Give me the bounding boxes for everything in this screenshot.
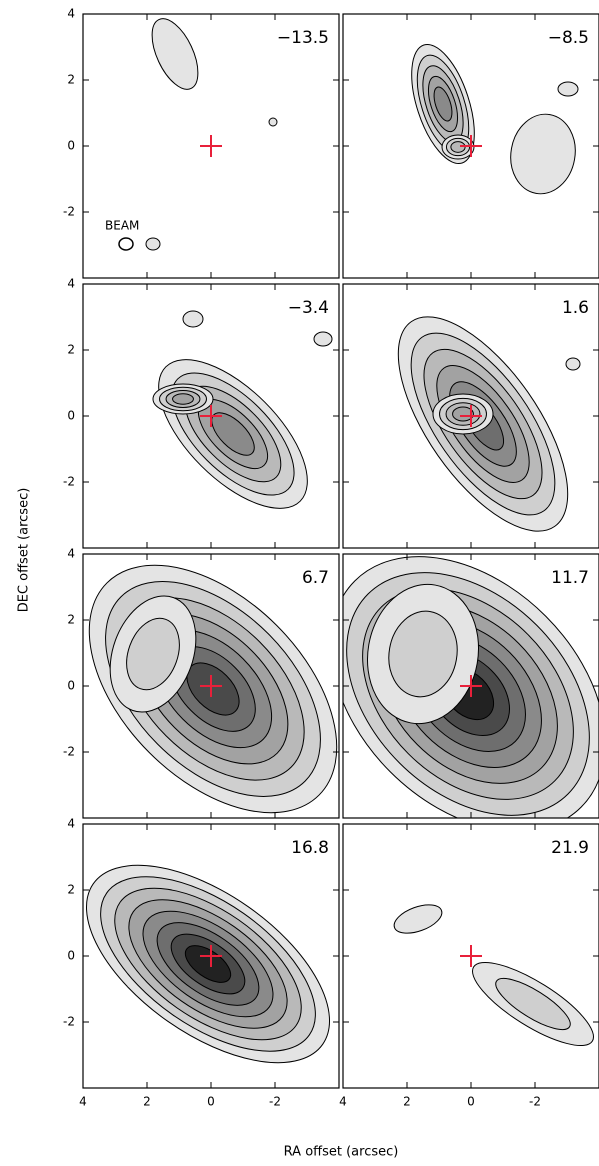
panel: 1.6	[342, 283, 599, 549]
contour	[452, 406, 474, 422]
y-tick-label: -2	[63, 1015, 75, 1029]
contour	[433, 86, 453, 122]
panel-label: 6.7	[302, 568, 329, 588]
y-tick-label: 4	[67, 7, 75, 21]
contours	[85, 864, 331, 1064]
contour	[388, 610, 458, 698]
y-tick-label: 2	[67, 73, 75, 87]
x-tick-label: -2	[529, 1095, 541, 1109]
panel: 4 2 0 -2 21.9	[339, 823, 599, 1109]
y-tick-label: 0	[67, 949, 75, 963]
x-tick-label: 4	[339, 1095, 347, 1109]
y-tick-label: 2	[67, 613, 75, 627]
beam	[118, 237, 134, 251]
x-tick-label: 2	[143, 1095, 151, 1109]
contour	[151, 18, 199, 90]
panel-label: 16.8	[291, 838, 329, 858]
contour	[313, 331, 333, 347]
panel: 4 2 0 -2 6.7	[63, 547, 340, 819]
contour	[495, 977, 571, 1031]
contour	[557, 81, 579, 97]
x-tick-label: 0	[207, 1095, 215, 1109]
y-tick-label: 4	[67, 277, 75, 291]
contours	[343, 556, 599, 818]
contour	[510, 113, 576, 195]
x-tick-label: 4	[79, 1095, 87, 1109]
annotation: BEAM	[105, 219, 139, 233]
panel-label: 1.6	[562, 298, 589, 318]
contour	[182, 310, 204, 328]
panel-label: 21.9	[551, 838, 589, 858]
panel: 4 2 0 -2 4 2 0 -2 16.8	[63, 817, 340, 1109]
y-axis-title: DEC offset (arcsec)	[17, 488, 32, 613]
contour	[145, 237, 161, 251]
panel-label: 11.7	[551, 568, 589, 588]
contours	[411, 43, 579, 195]
contours	[145, 18, 278, 251]
y-tick-label: 2	[67, 343, 75, 357]
panel-label: −3.4	[288, 298, 329, 318]
contour	[565, 357, 581, 371]
panel: 11.7	[342, 553, 599, 819]
x-axis-title: RA offset (arcsec)	[284, 1145, 399, 1160]
y-tick-label: -2	[63, 745, 75, 759]
y-tick-label: 0	[67, 139, 75, 153]
y-tick-label: 0	[67, 409, 75, 423]
y-tick-label: 2	[67, 883, 75, 897]
panel: −8.5	[342, 13, 599, 279]
y-tick-label: -2	[63, 475, 75, 489]
contour	[211, 412, 255, 456]
contour	[184, 945, 232, 983]
contours	[397, 316, 581, 532]
panel: 4 2 0 -2 −3.4	[63, 277, 340, 549]
contour	[393, 904, 443, 934]
y-tick-label: 4	[67, 547, 75, 561]
panel-label: −8.5	[548, 28, 589, 48]
contours	[152, 310, 333, 509]
y-tick-label: -2	[63, 205, 75, 219]
y-tick-label: 0	[67, 679, 75, 693]
contours	[393, 904, 594, 1047]
panel-label: −13.5	[277, 28, 329, 48]
contours	[88, 564, 338, 814]
contour	[172, 393, 194, 405]
contour	[268, 117, 278, 127]
contour	[126, 617, 180, 691]
panel: 4 2 0 -2 −13.5 BEAM	[63, 7, 340, 279]
x-tick-label: 0	[467, 1095, 475, 1109]
y-tick-label: 4	[67, 817, 75, 831]
x-tick-label: 2	[403, 1095, 411, 1109]
x-tick-label: -2	[269, 1095, 281, 1109]
